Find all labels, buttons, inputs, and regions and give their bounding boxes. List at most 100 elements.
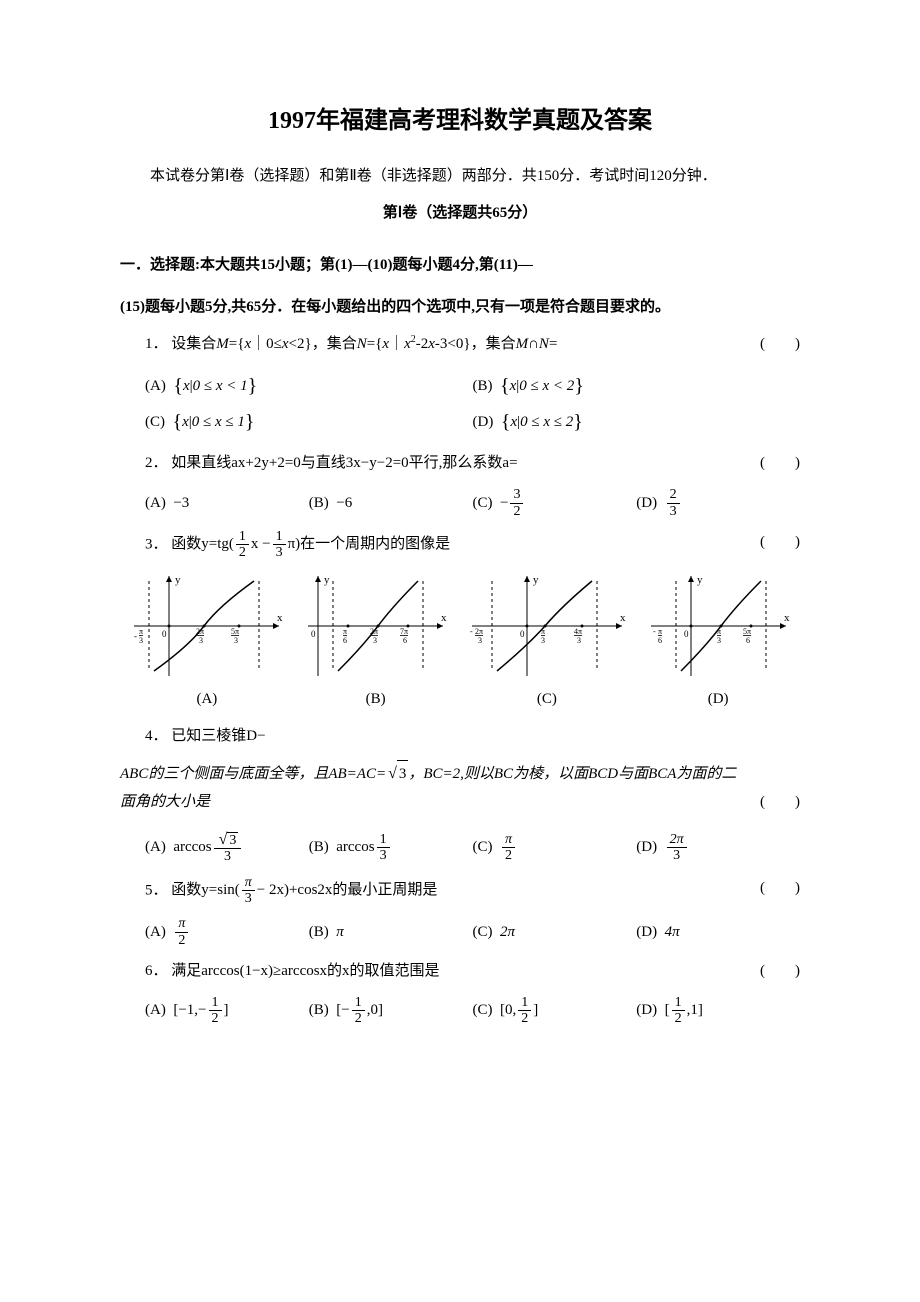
svg-text:4π: 4π: [574, 627, 582, 636]
answer-blank: ( ): [760, 875, 800, 902]
q1-num: 1．: [145, 336, 168, 352]
section-1-title-line1: 一．选择题:本大题共15小题；第(1)—(10)题每小题4分,第(11)—: [120, 252, 800, 279]
q2-option-b: (B) −6: [309, 487, 473, 519]
svg-text:3: 3: [199, 636, 203, 645]
q2-num: 2．: [145, 455, 168, 471]
q2-option-d: (D) 23: [636, 487, 800, 519]
answer-blank: ( ): [760, 958, 800, 985]
answer-blank: ( ): [760, 450, 800, 477]
q2-text: 如果直线ax+2y+2=0与直线3x−y−2=0平行,那么系数a=: [171, 455, 517, 471]
q2-option-c: (C) −32: [473, 487, 637, 519]
q1-option-c: (C) {x|0 ≤ x ≤ 1}: [145, 404, 473, 440]
question-1: 1． 设集合M={x｜0≤x<2}，集合N={x｜x2-2x-3<0}，集合M∩…: [145, 331, 800, 358]
svg-text:y: y: [324, 574, 330, 586]
svg-text:5π: 5π: [743, 627, 751, 636]
question-6: 6． 满足arccos(1−x)≥arccosx的x的取值范围是 ( ): [145, 958, 800, 985]
svg-text:y: y: [697, 574, 703, 586]
q1-option-d: (D) {x|0 ≤ x ≤ 2}: [473, 404, 801, 440]
graph-c-label: (C): [467, 686, 627, 713]
svg-text:6: 6: [403, 636, 407, 645]
q2-option-a: (A) −3: [145, 487, 309, 519]
graph-d: x y -π 6 0 π 3 5π 6 (D): [646, 571, 791, 713]
q4-option-a: (A) arccos33: [145, 831, 309, 865]
tangent-graph-a-svg: x y - π 3 0 2π 3 5π 3: [129, 571, 284, 681]
svg-text:0: 0: [162, 629, 167, 639]
question-3: 3． 函数y=tg(12x −13π)在一个周期内的图像是 ( ): [145, 529, 800, 561]
q5-option-a: (A) π2: [145, 916, 309, 948]
q4-option-c: (C) π2: [473, 831, 637, 865]
q1-option-b: (B) {x|0 ≤ x < 2}: [473, 368, 801, 404]
q4-option-d: (D) 2π3: [636, 831, 800, 865]
svg-text:-: -: [134, 631, 137, 641]
svg-text:3: 3: [717, 636, 721, 645]
svg-text:2π: 2π: [475, 627, 483, 636]
q6-option-c: (C) [0,12]: [473, 995, 637, 1027]
q4-text-b-wrap: ABC的三个侧面与底面全等，且AB=AC=3，BC=2,则以BC为棱，以面BCD…: [120, 760, 800, 816]
svg-text:π: π: [717, 627, 721, 636]
answer-blank: ( ): [760, 789, 800, 816]
q3-graphs: x y - π 3 0 2π 3 5π 3 (A) x y: [120, 571, 800, 713]
graph-d-label: (D): [646, 686, 791, 713]
q5-option-b: (B) π: [309, 916, 473, 948]
q6-options: (A) [−1,−12] (B) [−12,0] (C) [0,12] (D) …: [145, 995, 800, 1027]
tangent-graph-d-svg: x y -π 6 0 π 3 5π 6: [646, 571, 791, 681]
q6-option-b: (B) [−12,0]: [309, 995, 473, 1027]
svg-text:-: -: [470, 627, 473, 636]
question-2: 2． 如果直线ax+2y+2=0与直线3x−y−2=0平行,那么系数a= ( ): [145, 450, 800, 477]
svg-text:x: x: [620, 612, 626, 624]
q5-option-d: (D) 4π: [636, 916, 800, 948]
q5-option-c: (C) 2π: [473, 916, 637, 948]
svg-text:x: x: [277, 612, 283, 624]
svg-text:x: x: [441, 612, 447, 624]
svg-text:π: π: [139, 627, 143, 636]
svg-text:3: 3: [577, 636, 581, 645]
q3-text: 函数y=tg(12x −13π)在一个周期内的图像是: [171, 536, 450, 552]
graph-c: x y -2π 3 0 π 3 4π 3 (C): [467, 571, 627, 713]
svg-text:3: 3: [139, 636, 143, 645]
svg-text:3: 3: [541, 636, 545, 645]
q4-option-b: (B) arccos13: [309, 831, 473, 865]
question-4: 4． 已知三棱锥D−: [145, 723, 800, 750]
q6-option-d: (D) [12,1]: [636, 995, 800, 1027]
section-1-header: 第Ⅰ卷（选择题共65分）: [120, 200, 800, 227]
svg-text:3: 3: [373, 636, 377, 645]
q6-option-a: (A) [−1,−12]: [145, 995, 309, 1027]
svg-text:6: 6: [343, 636, 347, 645]
section-1-title-line2: (15)题每小题5分,共65分．在每小题给出的四个选项中,只有一项是符合题目要求…: [120, 294, 800, 321]
svg-text:-: -: [653, 627, 656, 636]
q5-options: (A) π2 (B) π (C) 2π (D) 4π: [145, 916, 800, 948]
svg-text:6: 6: [658, 636, 662, 645]
graph-b: x y 0 π 6 2π 3 7π 6 (B): [303, 571, 448, 713]
q3-num: 3．: [145, 536, 168, 552]
q6-num: 6．: [145, 963, 168, 979]
svg-text:0: 0: [520, 629, 525, 639]
svg-text:x: x: [784, 612, 790, 624]
svg-text:0: 0: [684, 629, 689, 639]
tangent-graph-b-svg: x y 0 π 6 2π 3 7π 6: [303, 571, 448, 681]
svg-text:6: 6: [746, 636, 750, 645]
graph-a-label: (A): [129, 686, 284, 713]
q4-options: (A) arccos33 (B) arccos13 (C) π2 (D) 2π3: [145, 831, 800, 865]
q5-num: 5．: [145, 882, 168, 898]
svg-text:π: π: [658, 627, 662, 636]
svg-text:y: y: [533, 574, 539, 586]
q1-option-a: (A) {x|0 ≤ x < 1}: [145, 368, 473, 404]
svg-text:2π: 2π: [196, 627, 204, 636]
intro-text: 本试卷分第Ⅰ卷（选择题）和第Ⅱ卷（非选择题）两部分．共150分．考试时间120分…: [120, 163, 800, 190]
question-5: 5． 函数y=sin(π3− 2x)+cos2x的最小正周期是 ( ): [145, 875, 800, 907]
svg-text:π: π: [343, 627, 347, 636]
q4-text-b: ABC的三个侧面与底面全等，且AB=AC=: [120, 766, 386, 782]
answer-blank: ( ): [760, 529, 800, 556]
q5-text: 函数y=sin(π3− 2x)+cos2x的最小正周期是: [171, 882, 437, 898]
svg-text:π: π: [541, 627, 545, 636]
svg-text:5π: 5π: [231, 627, 239, 636]
q4-num: 4．: [145, 728, 168, 744]
q1-options: (A) {x|0 ≤ x < 1} (B) {x|0 ≤ x < 2} (C) …: [145, 368, 800, 440]
svg-text:3: 3: [478, 636, 482, 645]
svg-text:3: 3: [234, 636, 238, 645]
q6-text: 满足arccos(1−x)≥arccosx的x的取值范围是: [171, 963, 439, 979]
graph-b-label: (B): [303, 686, 448, 713]
answer-blank: ( ): [760, 331, 800, 358]
svg-text:y: y: [175, 574, 181, 586]
page-title: 1997年福建高考理科数学真题及答案: [120, 100, 800, 143]
